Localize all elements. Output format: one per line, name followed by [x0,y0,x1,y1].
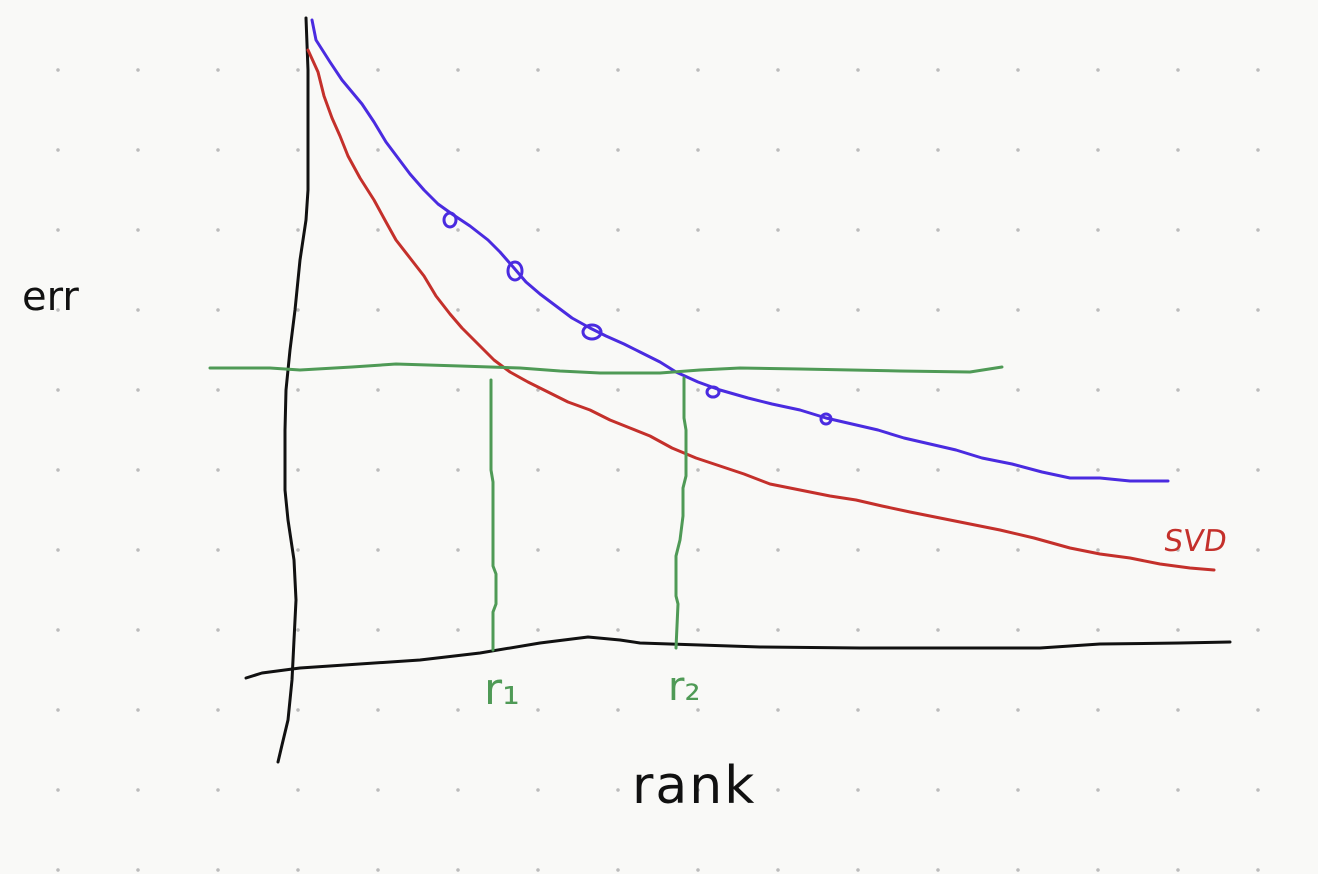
y-axis-label: err [22,274,79,320]
circle-marker-icon [442,211,458,229]
r1-marker-line [489,378,498,652]
x-axis-line [244,635,1232,680]
upper-curve-markers [442,211,833,426]
circle-marker-icon [506,260,524,282]
threshold-line [208,362,1004,375]
circle-marker-icon [819,412,833,426]
upper-error-curve [310,18,1170,483]
r2-label: r₂ [668,664,701,710]
r1-label: r₁ [484,664,520,715]
r2-marker-line [674,376,688,650]
svd-curve-label: SVD [1161,524,1230,559]
circle-marker-icon [705,385,721,399]
y-axis-line [276,16,310,764]
x-axis-label: rank [632,756,757,816]
circle-marker-icon [581,323,603,341]
svd-error-curve [306,48,1216,572]
